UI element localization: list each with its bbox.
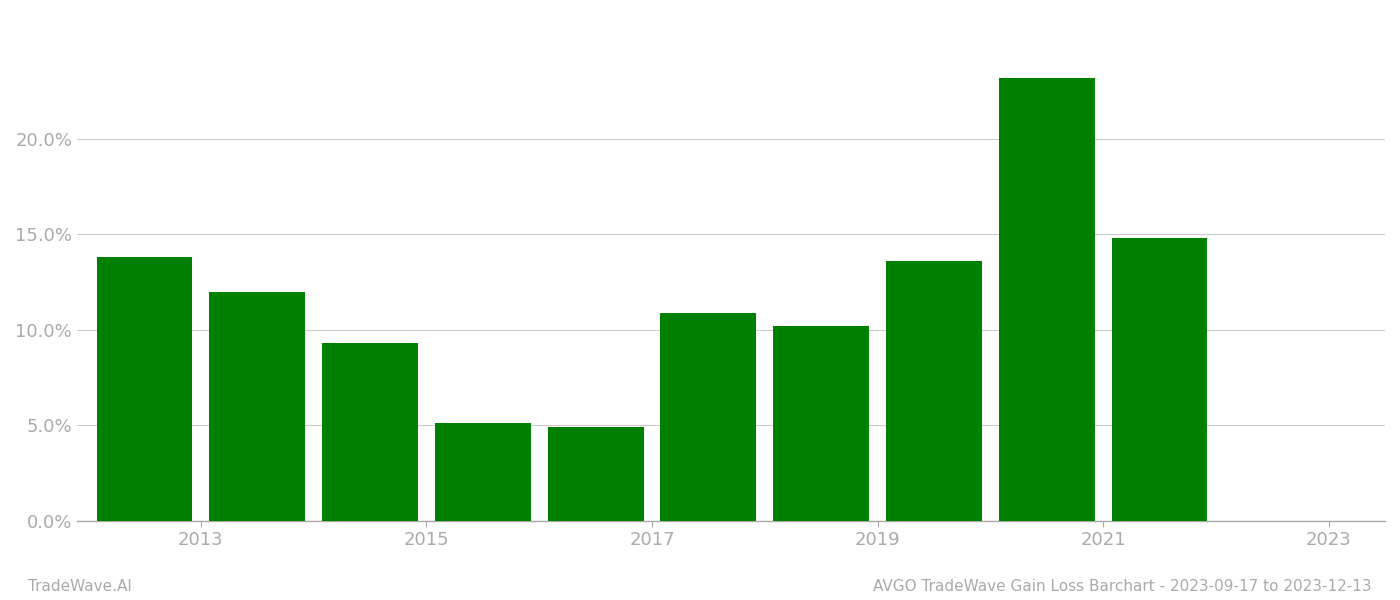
Text: TradeWave.AI: TradeWave.AI: [28, 579, 132, 594]
Bar: [210, 292, 305, 521]
Bar: [998, 78, 1095, 521]
Bar: [547, 427, 644, 521]
Text: AVGO TradeWave Gain Loss Barchart - 2023-09-17 to 2023-12-13: AVGO TradeWave Gain Loss Barchart - 2023…: [874, 579, 1372, 594]
Bar: [435, 423, 531, 521]
Bar: [886, 261, 981, 521]
Bar: [322, 343, 419, 521]
Bar: [661, 313, 756, 521]
Bar: [97, 257, 192, 521]
Bar: [1112, 238, 1207, 521]
Bar: [773, 326, 869, 521]
